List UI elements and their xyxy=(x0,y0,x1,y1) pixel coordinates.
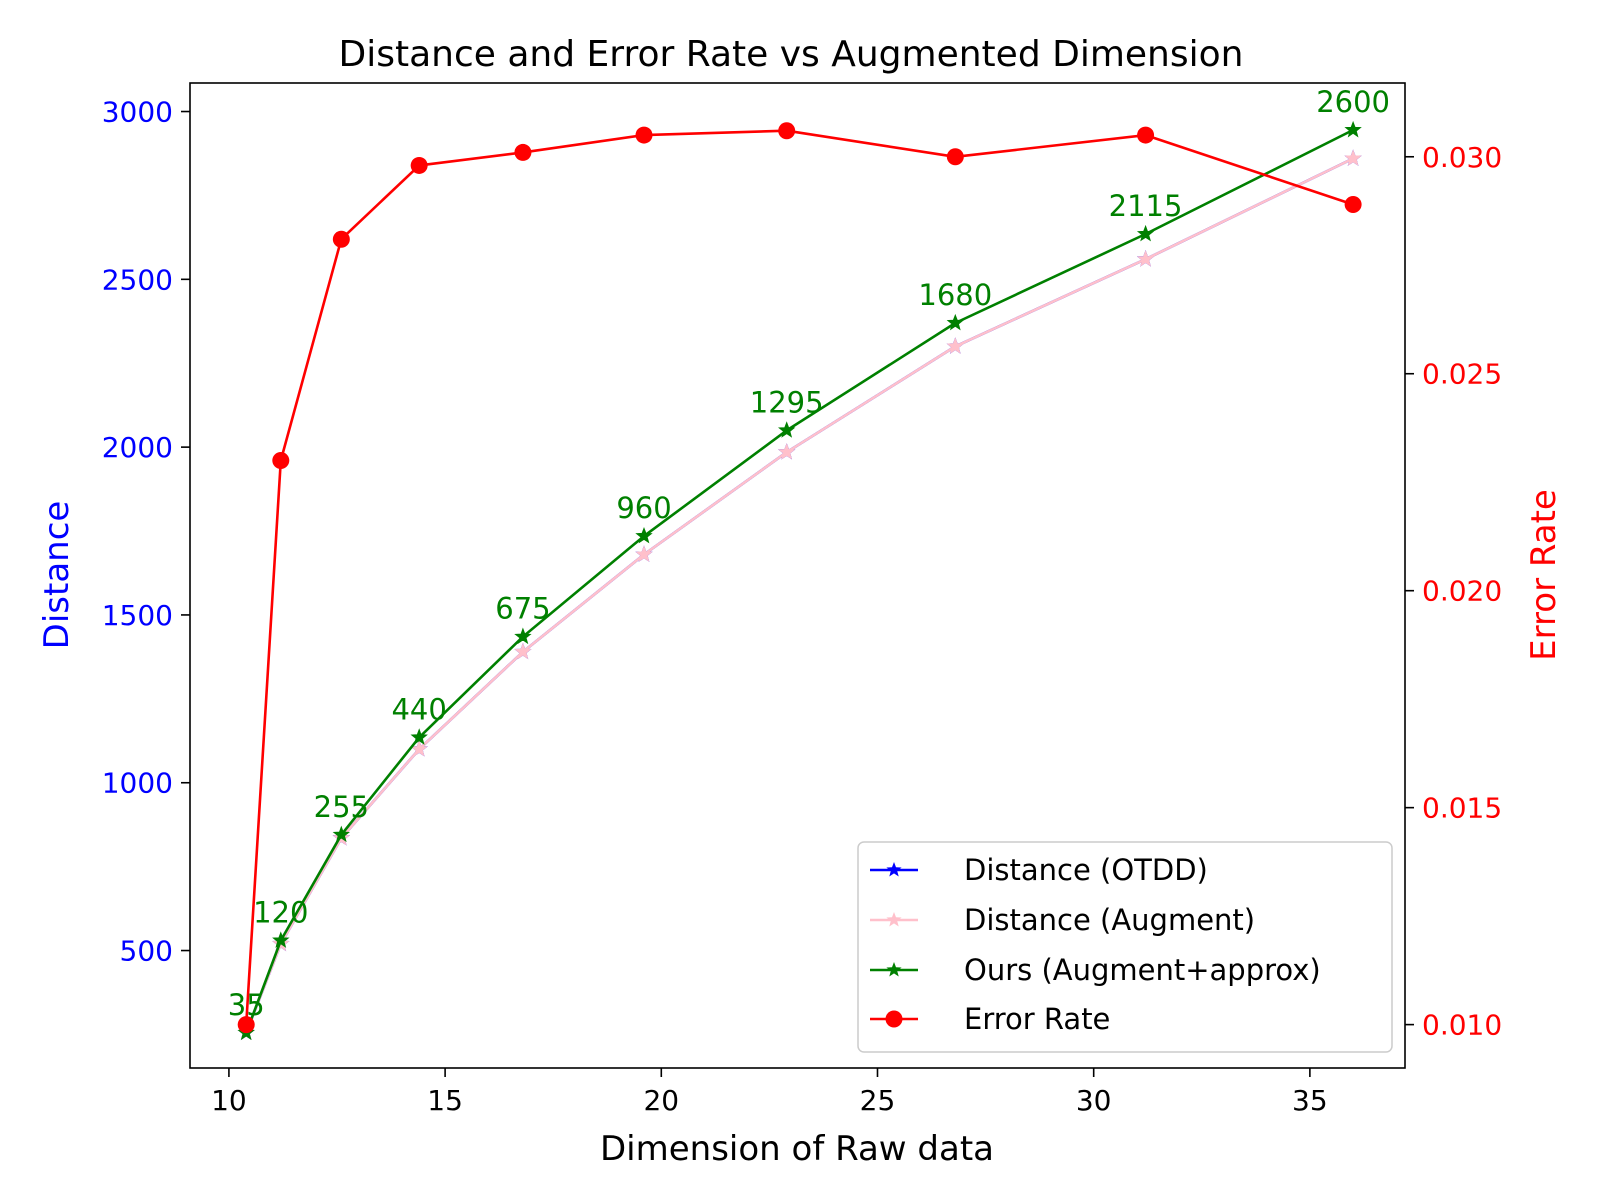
data-point-error-rate xyxy=(272,452,290,470)
legend-label-ours-augment-approx: Ours (Augment+approx) xyxy=(964,953,1321,987)
y-right-tick-label: 0.010 xyxy=(1422,1009,1502,1042)
series-line-ours-augment-approx xyxy=(244,128,1354,1034)
data-label: 35 xyxy=(228,988,265,1022)
x-tick-label: 15 xyxy=(427,1084,463,1117)
data-point-distance-augment xyxy=(946,337,964,354)
legend-box xyxy=(857,841,1393,1053)
data-point-ours-augment-approx xyxy=(1344,120,1362,138)
data-point-error-rate xyxy=(946,148,964,166)
legend-marker-ours-augment-approx xyxy=(886,962,902,977)
data-point-ours-augment-approx xyxy=(778,421,796,438)
data-point-ours-augment-approx xyxy=(1136,224,1155,242)
data-point-error-rate xyxy=(332,230,350,248)
data-label: 1680 xyxy=(918,278,992,312)
data-point-distance-augment xyxy=(778,443,796,460)
data-point-ours-augment-approx xyxy=(946,313,964,331)
x-tick-label: 30 xyxy=(1076,1084,1112,1117)
data-point-ours-augment-approx xyxy=(332,825,350,843)
legend-label-error-rate: Error Rate xyxy=(964,1002,1110,1036)
data-point-error-rate xyxy=(1344,195,1362,213)
plot-frame xyxy=(189,82,1406,1069)
legend-marker-distance-otdd xyxy=(886,862,902,877)
data-point-error-rate xyxy=(1137,126,1155,144)
plot-area: 35 120 255 440 675 960 1295 1680 2115 2600 xyxy=(228,85,1390,1041)
x-tick-label: 25 xyxy=(860,1084,896,1117)
data-label: 440 xyxy=(391,692,446,726)
legend-label-distance-augment: Distance (Augment) xyxy=(964,903,1255,937)
data-point-error-rate xyxy=(410,156,428,174)
data-point-ours-augment-approx xyxy=(272,931,290,948)
series-line-error-rate xyxy=(244,129,1354,1025)
y-axis-left-title: Distance xyxy=(37,501,77,650)
data-label: 120 xyxy=(253,895,308,929)
data-label: 675 xyxy=(495,592,550,626)
data-point-distance-augment xyxy=(514,642,532,660)
y-axis-right-title: Error Rate xyxy=(1524,489,1564,661)
y-left-tick-label: 1500 xyxy=(102,599,173,632)
y-right-tick-label: 0.030 xyxy=(1422,141,1502,174)
y-right-tick-label: 0.020 xyxy=(1422,575,1502,608)
legend-marker-distance-augment xyxy=(886,912,902,927)
legend-marker-error-rate xyxy=(885,1010,903,1028)
y-left-tick-label: 1000 xyxy=(102,767,173,800)
y-left-tick-label: 2500 xyxy=(102,263,173,296)
data-point-distance-augment xyxy=(1344,149,1362,166)
y-right-tick-label: 0.015 xyxy=(1422,792,1502,825)
y-right-tick-label: 0.025 xyxy=(1422,358,1502,391)
data-point-ours-augment-approx xyxy=(635,526,653,544)
legend-label-distance-otdd: Distance (OTDD) xyxy=(964,853,1208,887)
data-point-distance-augment xyxy=(635,545,653,562)
data-label: 2115 xyxy=(1109,189,1183,223)
legend: Distance (OTDD) Distance (Augment) Ours (A… xyxy=(857,841,1393,1053)
data-label: 2600 xyxy=(1316,85,1390,119)
y-left-tick-label: 500 xyxy=(120,935,173,968)
data-point-distance-augment xyxy=(1136,250,1155,267)
data-label: 960 xyxy=(616,491,671,525)
x-tick-label: 10 xyxy=(211,1084,247,1117)
y-left-tick-label: 3000 xyxy=(102,96,173,129)
data-label: 1295 xyxy=(750,385,824,419)
data-point-error-rate xyxy=(514,143,532,161)
data-point-error-rate xyxy=(635,126,653,144)
data-label: 255 xyxy=(314,790,369,824)
data-point-error-rate xyxy=(237,1016,255,1034)
data-point-ours-augment-approx xyxy=(410,728,428,745)
x-axis-title: Dimension of Raw data xyxy=(600,1129,994,1169)
chart-title: Distance and Error Rate vs Augmented Dim… xyxy=(339,34,1244,75)
x-tick-label: 20 xyxy=(643,1084,679,1117)
series-line-distance-augment xyxy=(244,157,1354,1034)
x-tick-label: 35 xyxy=(1292,1084,1328,1117)
data-point-error-rate xyxy=(778,122,796,140)
data-point-ours-augment-approx xyxy=(514,627,532,645)
y-left-tick-label: 2000 xyxy=(102,431,173,464)
